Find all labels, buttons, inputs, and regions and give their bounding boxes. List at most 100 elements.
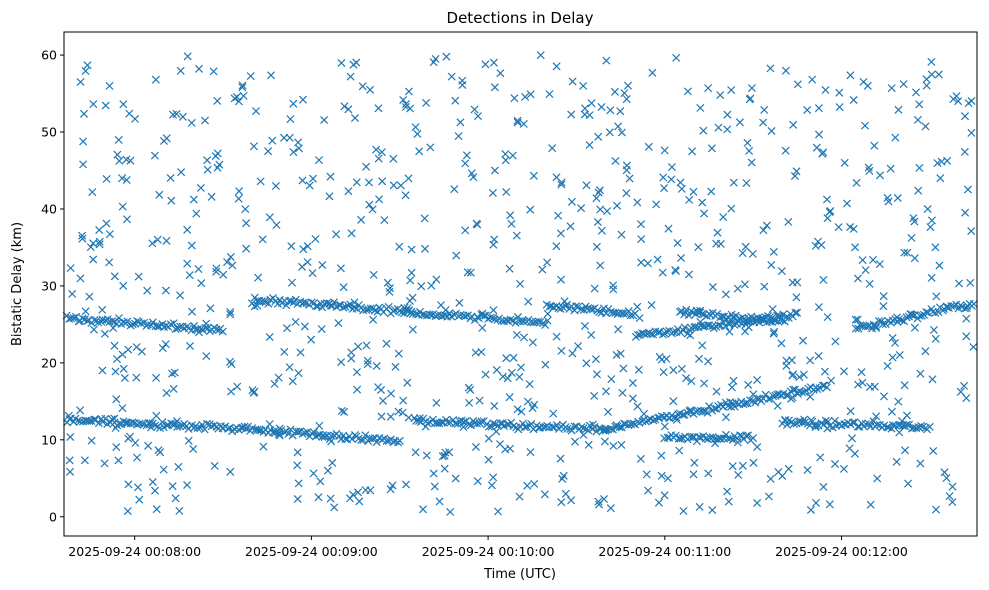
detection-point xyxy=(793,389,802,398)
detection-point xyxy=(675,446,684,455)
detection-point xyxy=(861,420,870,429)
detection-point xyxy=(806,356,815,365)
detection-point xyxy=(603,207,612,216)
detection-point xyxy=(913,115,922,124)
detection-point xyxy=(475,396,484,405)
detection-point xyxy=(243,422,252,431)
detection-point xyxy=(390,305,399,314)
detection-point xyxy=(936,174,945,183)
detection-point xyxy=(559,471,568,480)
detection-point xyxy=(664,224,673,233)
detection-point xyxy=(507,219,516,228)
detection-point xyxy=(76,274,85,283)
detection-point xyxy=(549,409,558,418)
detection-point xyxy=(552,242,561,251)
detection-point xyxy=(811,423,820,432)
detection-point xyxy=(781,416,790,425)
detection-point xyxy=(682,305,691,314)
detection-point xyxy=(945,492,954,501)
detection-point xyxy=(853,274,862,283)
detection-point xyxy=(470,105,479,114)
detection-point xyxy=(380,216,389,225)
detection-point xyxy=(911,88,921,97)
detection-point xyxy=(368,205,377,214)
detection-point xyxy=(652,200,661,209)
detection-point xyxy=(738,461,747,470)
detection-point xyxy=(170,368,179,377)
detection-point xyxy=(689,187,698,196)
detection-point xyxy=(835,88,844,97)
detection-point xyxy=(484,434,493,443)
detection-point xyxy=(633,198,642,207)
detection-point xyxy=(369,270,378,279)
detection-point xyxy=(806,505,815,515)
detection-point xyxy=(759,118,768,127)
detection-point xyxy=(451,419,460,428)
detection-point xyxy=(753,498,762,508)
detection-point xyxy=(690,458,699,467)
detection-point xyxy=(761,390,770,399)
detection-point xyxy=(101,101,110,110)
detection-point xyxy=(365,200,374,209)
detection-point xyxy=(454,132,463,141)
detection-point xyxy=(169,319,178,328)
detection-point xyxy=(206,304,215,313)
detection-point xyxy=(817,240,826,250)
detection-point xyxy=(478,309,487,318)
detection-point xyxy=(686,406,695,415)
x-tick-label: 2025-09-24 00:11:00 xyxy=(598,544,731,559)
detection-point xyxy=(240,422,249,431)
detection-point xyxy=(209,67,218,76)
detection-point xyxy=(285,363,294,372)
detection-point xyxy=(741,399,750,408)
detection-point xyxy=(620,419,629,428)
detection-point xyxy=(256,177,265,186)
detection-point xyxy=(641,417,651,426)
detection-point xyxy=(528,338,537,347)
detection-point xyxy=(872,323,881,333)
detection-point xyxy=(922,308,931,317)
detection-point xyxy=(401,99,411,109)
detection-point xyxy=(95,225,104,235)
detection-point xyxy=(543,258,552,267)
detection-point xyxy=(925,422,934,431)
detection-point xyxy=(275,431,284,440)
detection-point xyxy=(696,103,705,112)
detection-point xyxy=(814,104,823,113)
detection-point xyxy=(825,207,834,217)
detection-point xyxy=(646,329,655,339)
detection-point xyxy=(83,61,92,70)
detection-point xyxy=(464,383,473,392)
detection-point xyxy=(347,229,356,238)
detection-point xyxy=(879,302,888,311)
detection-point xyxy=(506,315,515,324)
detection-point xyxy=(303,258,312,267)
detection-point xyxy=(921,122,930,131)
detection-point xyxy=(459,422,468,432)
detection-point xyxy=(67,314,76,323)
detection-point xyxy=(696,306,705,315)
detection-point xyxy=(120,373,129,383)
detection-point xyxy=(860,121,870,130)
detection-point xyxy=(902,420,911,429)
detection-point xyxy=(224,424,233,433)
detection-point xyxy=(637,258,646,267)
detection-point xyxy=(242,219,251,228)
detection-point xyxy=(242,244,251,253)
detection-point xyxy=(502,187,511,197)
detection-point xyxy=(169,384,178,393)
detection-point xyxy=(350,298,359,307)
detection-point xyxy=(842,199,852,208)
detection-point xyxy=(328,458,337,467)
detection-point xyxy=(265,332,274,342)
detection-point xyxy=(213,163,222,172)
detection-point xyxy=(327,431,336,440)
detection-point xyxy=(827,376,836,385)
detection-point xyxy=(412,416,421,425)
detection-point xyxy=(150,486,160,495)
detection-point xyxy=(590,391,599,400)
detection-point xyxy=(823,424,832,433)
detection-point xyxy=(458,76,467,85)
detection-point xyxy=(868,255,878,264)
detection-point xyxy=(121,418,131,427)
